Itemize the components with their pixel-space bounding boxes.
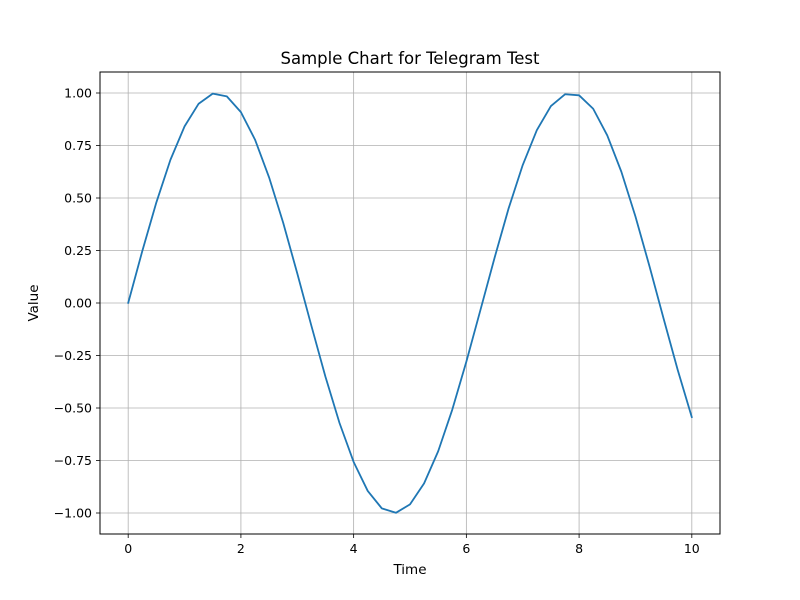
- y-tick-label: 1.00: [64, 86, 92, 101]
- x-tick-label: 8: [575, 541, 583, 556]
- x-tick-label: 2: [237, 541, 245, 556]
- grid-lines: [100, 72, 720, 534]
- y-tick-label: 0.50: [64, 191, 92, 206]
- y-tick-label: 0.75: [64, 138, 92, 153]
- x-tick-label: 6: [462, 541, 470, 556]
- y-tick-label: 0.25: [64, 243, 92, 258]
- y-tick-label: −0.50: [54, 401, 92, 416]
- x-tick-label: 10: [684, 541, 700, 556]
- y-tick-label: −0.25: [54, 348, 92, 363]
- series-line: [127, 92, 693, 514]
- x-tick-label: 0: [124, 541, 132, 556]
- y-axis-label: Value: [26, 284, 42, 321]
- y-axis-ticks: −1.00 −0.75 −0.50 −0.25 0.00 0.25 0.50 0.75 1.00: [54, 86, 100, 521]
- plot-area: [127, 92, 693, 514]
- x-axis-label: Time: [392, 562, 426, 578]
- y-tick-label: −1.00: [54, 506, 92, 521]
- y-tick-label: −0.75: [54, 453, 92, 468]
- x-axis-ticks: 0 2 4 6 8 10: [124, 534, 700, 556]
- chart-title: Sample Chart for Telegram Test: [281, 49, 541, 68]
- x-tick-label: 4: [350, 541, 358, 556]
- y-tick-label: 0.00: [64, 296, 92, 311]
